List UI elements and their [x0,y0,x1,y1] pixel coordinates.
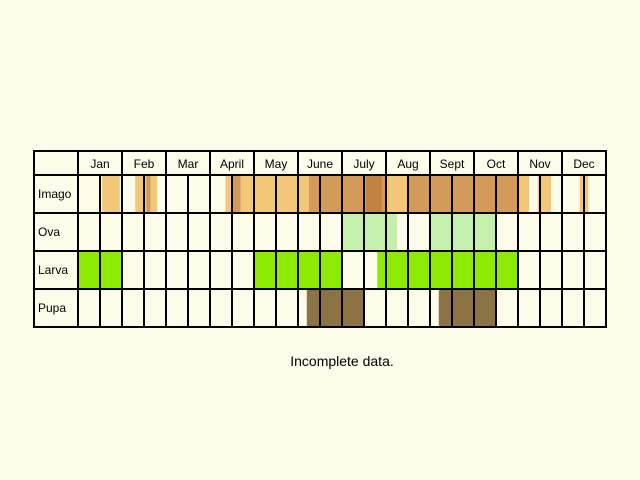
bar-imago [225,176,237,212]
grid-layer [33,150,607,328]
month-label: Mar [178,157,199,171]
month-label: Sept [440,157,465,171]
month-label: May [265,157,288,171]
bar-imago [146,176,151,212]
month-labels: Jan Feb Mar April May June July Aug Sept Oct Nov De… [90,157,594,171]
bar-imago [537,176,551,212]
month-label: Nov [529,157,550,171]
bar-imago [408,176,518,212]
bar-pupa [438,290,496,326]
bar-imago [254,176,309,212]
month-label: July [353,157,374,171]
bars-layer [78,176,589,326]
bar-imago [102,176,120,212]
bar-imago [366,176,382,212]
bar-imago [518,176,529,212]
bar-ova [342,214,397,250]
bar-pupa [306,290,364,326]
month-label: Jan [90,157,109,171]
row-label-larva: Larva [38,263,68,277]
bar-larva [377,252,518,288]
month-label: April [220,157,244,171]
month-label: June [307,157,333,171]
chart-caption: Incomplete data. [290,353,394,369]
bar-imago [386,176,408,212]
month-label: Aug [397,157,418,171]
month-label: Oct [487,157,506,171]
month-label: Dec [573,157,594,171]
bar-ova [430,214,496,250]
row-label-imago: Imago [38,187,72,201]
month-label: Feb [134,157,155,171]
bar-imago [150,176,158,212]
bar-imago [135,176,147,212]
bar-imago [240,176,257,212]
row-label-pupa: Pupa [38,301,66,315]
row-labels: Imago Ova Larva Pupa [38,187,72,315]
bar-imago [232,176,241,212]
row-label-ova: Ova [38,225,60,239]
